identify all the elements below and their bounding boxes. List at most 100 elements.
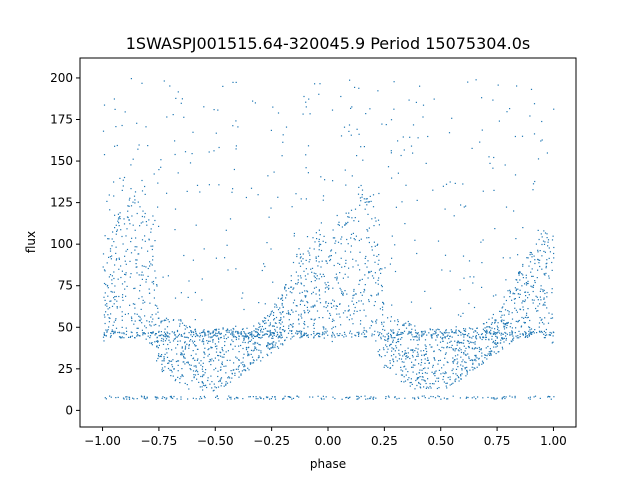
data-point: [135, 259, 137, 261]
data-point: [233, 335, 235, 337]
data-point: [461, 369, 463, 371]
data-point: [114, 332, 116, 334]
data-point: [110, 332, 112, 335]
data-point: [158, 353, 160, 355]
data-point: [459, 347, 461, 349]
data-point: [358, 283, 360, 285]
data-point: [411, 366, 413, 368]
data-point: [284, 339, 286, 342]
data-point: [163, 369, 165, 372]
data-point: [509, 291, 511, 293]
data-point: [429, 344, 431, 346]
data-point: [486, 330, 488, 332]
data-point: [492, 333, 494, 335]
data-point: [353, 294, 355, 296]
data-point: [466, 366, 468, 368]
data-point: [322, 331, 324, 333]
data-point: [177, 370, 179, 372]
data-point: [150, 228, 152, 230]
data-point: [181, 322, 184, 324]
data-point: [184, 382, 186, 384]
data-point: [315, 286, 317, 288]
data-point: [465, 375, 467, 377]
data-point: [455, 348, 457, 350]
data-point: [254, 347, 256, 350]
data-point: [381, 306, 384, 308]
data-point: [120, 229, 122, 231]
data-point: [277, 112, 280, 114]
data-point: [279, 319, 281, 322]
data-point: [503, 341, 505, 343]
data-point: [331, 320, 333, 322]
data-point: [442, 185, 444, 187]
data-point: [276, 326, 278, 328]
data-point: [485, 331, 487, 333]
data-point: [493, 331, 495, 333]
data-point: [404, 350, 406, 352]
data-point: [427, 378, 429, 380]
data-point: [152, 223, 154, 225]
data-point: [400, 154, 402, 157]
data-point: [221, 382, 223, 384]
data-point: [318, 240, 320, 243]
data-point: [124, 273, 126, 275]
data-point: [193, 374, 195, 376]
data-point: [371, 275, 374, 277]
data-point: [209, 359, 211, 361]
data-point: [195, 398, 197, 400]
data-point: [231, 339, 233, 341]
data-point: [466, 334, 468, 336]
data-point: [103, 154, 106, 156]
data-point: [325, 396, 327, 398]
data-point: [325, 328, 327, 330]
data-point: [126, 216, 129, 218]
data-point: [259, 323, 261, 325]
data-point: [344, 333, 346, 335]
data-point: [452, 372, 454, 375]
data-point: [287, 396, 289, 398]
data-point: [208, 184, 210, 186]
data-point: [492, 341, 494, 344]
data-point: [236, 332, 239, 334]
data-point: [295, 193, 297, 195]
data-point: [384, 355, 386, 357]
data-point: [306, 290, 308, 292]
data-point: [279, 327, 281, 329]
data-point: [297, 330, 299, 332]
data-point: [261, 269, 263, 272]
data-point: [364, 201, 366, 203]
data-point: [218, 380, 220, 383]
data-point: [151, 281, 153, 283]
data-point: [118, 258, 120, 260]
data-point: [157, 354, 160, 357]
data-point: [395, 334, 398, 336]
data-point: [231, 333, 233, 335]
data-point: [446, 335, 448, 337]
data-point: [155, 323, 157, 326]
data-point: [279, 335, 281, 337]
data-point: [371, 335, 373, 337]
data-point: [290, 338, 292, 340]
data-point: [365, 315, 367, 317]
data-point: [462, 312, 464, 314]
data-point: [414, 359, 416, 361]
data-point: [227, 377, 229, 379]
data-point: [232, 332, 234, 334]
data-point: [524, 299, 526, 301]
data-point: [121, 337, 123, 339]
data-point: [360, 320, 362, 322]
data-point: [442, 340, 444, 342]
data-point: [181, 98, 183, 100]
data-point: [114, 214, 116, 216]
data-point: [180, 352, 182, 354]
data-point: [222, 85, 224, 87]
data-point: [290, 309, 293, 311]
data-point: [376, 255, 378, 257]
data-point: [433, 383, 435, 385]
data-point: [410, 331, 412, 333]
data-point: [263, 334, 265, 336]
data-point: [259, 396, 261, 398]
data-point: [464, 350, 466, 352]
data-point: [115, 397, 117, 399]
